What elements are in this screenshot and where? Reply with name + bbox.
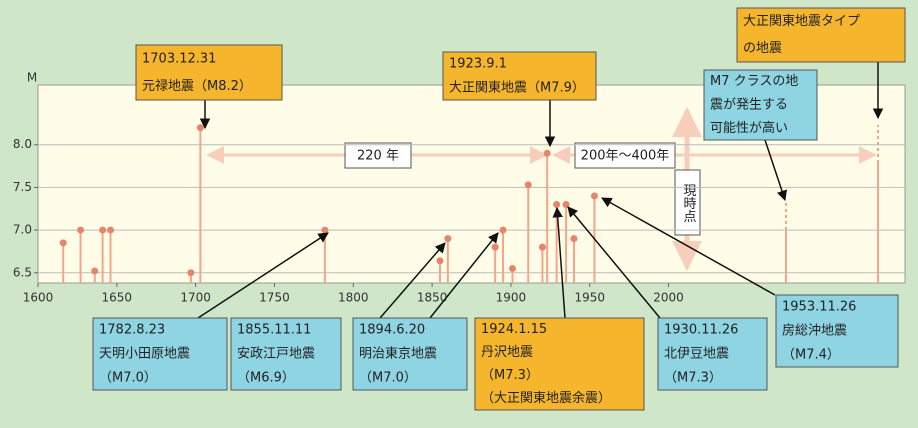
callout-text: （大正関東地震余震） <box>481 390 611 406</box>
x-tick-label: 1650 <box>102 291 133 305</box>
callout-box <box>474 317 645 411</box>
y-tick-label: 8.0 <box>13 137 32 151</box>
callout-text: 1953.11.26 <box>782 300 856 315</box>
callout-text: 大正関東地震タイプ <box>743 13 860 29</box>
callout-text: 1855.11.11 <box>237 323 311 338</box>
callout-box <box>92 317 228 391</box>
callout-box <box>775 294 899 368</box>
callout-text: 房総沖地震 <box>782 323 847 339</box>
callout-box <box>352 317 468 391</box>
stem-marker <box>321 226 329 234</box>
x-tick-label: 1700 <box>180 291 211 305</box>
stem-marker <box>553 200 561 208</box>
callout-box <box>657 317 768 391</box>
callout-text: （M7.3） <box>664 371 722 386</box>
y-axis-label: M <box>27 71 37 85</box>
span-label-box <box>574 142 676 169</box>
x-tick-label: 1600 <box>23 291 54 305</box>
callout-text: 安政江戸地震 <box>237 347 315 362</box>
span-label-box <box>344 142 412 169</box>
stem-marker <box>107 226 115 234</box>
span-label: 200年～400年 <box>581 149 670 164</box>
callout-text: 可能性が高い <box>710 120 788 136</box>
callout-text: 天明小田原地震 <box>99 347 190 362</box>
callout-arrow <box>197 232 329 319</box>
callout-text: 1924.1.15 <box>481 322 547 337</box>
callout-box <box>703 69 818 141</box>
callout-text: の地震 <box>743 41 782 56</box>
y-tick-label: 7.5 <box>13 180 32 194</box>
stem-marker <box>436 257 444 265</box>
callout-text: 元禄地震（M8.2） <box>142 79 252 94</box>
callout-text: （M7.0） <box>359 371 417 386</box>
stem-marker <box>543 149 551 157</box>
callout-text: 丹沢地震 <box>481 345 533 360</box>
callout-text: 1923.9.1 <box>449 57 507 72</box>
callout-arrow <box>567 206 661 319</box>
x-tick-label: 2000 <box>653 291 684 305</box>
stem-marker <box>59 239 67 247</box>
span-label: 220 年 <box>357 149 399 164</box>
callout-text: （M7.4） <box>782 348 840 363</box>
stem-marker <box>99 226 107 234</box>
callout-text: 北伊豆地震 <box>664 347 729 362</box>
callout-box <box>736 7 906 63</box>
callout-text: 1930.11.26 <box>664 323 738 338</box>
callout-arrow <box>764 139 787 201</box>
callout-text: 1703.12.31 <box>142 51 216 66</box>
callout-box <box>135 44 283 101</box>
stem-marker <box>491 243 499 251</box>
callout-box <box>442 51 597 101</box>
callout-text: 明治東京地震 <box>359 346 437 362</box>
x-tick-label: 1750 <box>259 291 290 305</box>
callout-text: 震が発生する <box>710 98 788 113</box>
now-label: 現時点 <box>681 184 697 223</box>
stem-marker <box>538 243 546 251</box>
callout-text: （M7.3） <box>481 368 539 383</box>
stem-marker <box>187 269 195 277</box>
callout-text: 1782.8.23 <box>99 323 165 338</box>
callout-arrow <box>379 242 446 319</box>
callout-text: 大正関東地震（M7.9） <box>449 80 585 96</box>
x-tick-label: 1900 <box>496 291 527 305</box>
stem-marker <box>499 226 507 234</box>
stem-marker <box>196 124 204 132</box>
callout-arrow <box>601 197 776 296</box>
now-label-box <box>674 169 701 236</box>
y-tick-label: 6.5 <box>13 265 32 279</box>
callout-text: M7 クラスの地 <box>710 74 798 89</box>
callout-text: （M6.9） <box>237 371 295 386</box>
x-tick-label: 1950 <box>574 291 605 305</box>
stem-marker <box>570 235 578 243</box>
stem-marker <box>444 235 452 243</box>
stem-marker <box>590 192 598 200</box>
stem-marker <box>91 267 99 275</box>
callout-arrow <box>552 206 566 319</box>
x-tick-label: 1800 <box>338 291 369 305</box>
x-tick-label: 1850 <box>417 291 448 305</box>
callout-text: （M7.0） <box>99 371 157 386</box>
y-tick-label: 7.0 <box>13 223 32 237</box>
callout-text: 1894.6.20 <box>359 323 425 338</box>
callout-box <box>230 317 342 391</box>
stem-marker <box>524 181 532 189</box>
callout-arrow <box>429 232 499 319</box>
stem-marker <box>77 226 85 234</box>
stem-marker <box>508 264 516 272</box>
